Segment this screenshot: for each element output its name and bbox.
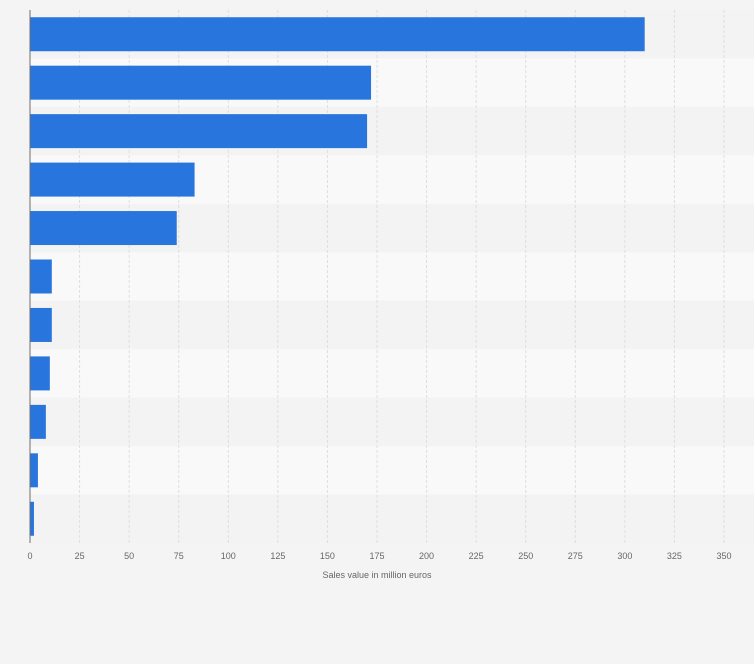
x-axis-label: Sales value in million euros bbox=[322, 570, 432, 580]
bar[interactable] bbox=[30, 162, 195, 197]
row-band bbox=[30, 300, 754, 350]
row-band bbox=[30, 252, 754, 301]
bar[interactable] bbox=[30, 17, 645, 52]
bar[interactable] bbox=[30, 114, 368, 149]
row-band bbox=[30, 446, 754, 495]
x-tick-label: 325 bbox=[667, 551, 682, 561]
x-tick-label: 125 bbox=[270, 551, 285, 561]
x-tick-label: 225 bbox=[469, 551, 484, 561]
x-tick-labels: 0 25 50 75 100 125 150 175 200 225 250 275 300 325 350 bbox=[27, 551, 731, 561]
bar[interactable] bbox=[30, 453, 38, 488]
bar[interactable] bbox=[30, 356, 50, 391]
row-band bbox=[30, 397, 754, 447]
bars bbox=[30, 17, 645, 536]
x-tick-label: 25 bbox=[75, 551, 85, 561]
x-tick-label: 50 bbox=[124, 551, 134, 561]
x-tick-label: 150 bbox=[320, 551, 335, 561]
bar[interactable] bbox=[30, 259, 52, 294]
x-tick-label: 300 bbox=[617, 551, 632, 561]
bar[interactable] bbox=[30, 211, 177, 246]
x-tick-label: 250 bbox=[518, 551, 533, 561]
bar[interactable] bbox=[30, 501, 34, 536]
bar[interactable] bbox=[30, 307, 52, 342]
gridlines bbox=[79, 10, 725, 543]
x-tick-label: 175 bbox=[369, 551, 384, 561]
row-band bbox=[30, 349, 754, 398]
x-tick-label: 75 bbox=[174, 551, 184, 561]
x-tick-label: 100 bbox=[221, 551, 236, 561]
x-tick-label: 200 bbox=[419, 551, 434, 561]
bar[interactable] bbox=[30, 404, 46, 439]
x-tick-label: 275 bbox=[568, 551, 583, 561]
row-band bbox=[30, 494, 754, 543]
x-tick-label: 350 bbox=[716, 551, 731, 561]
x-tick-label: 0 bbox=[27, 551, 32, 561]
bar[interactable] bbox=[30, 65, 372, 100]
